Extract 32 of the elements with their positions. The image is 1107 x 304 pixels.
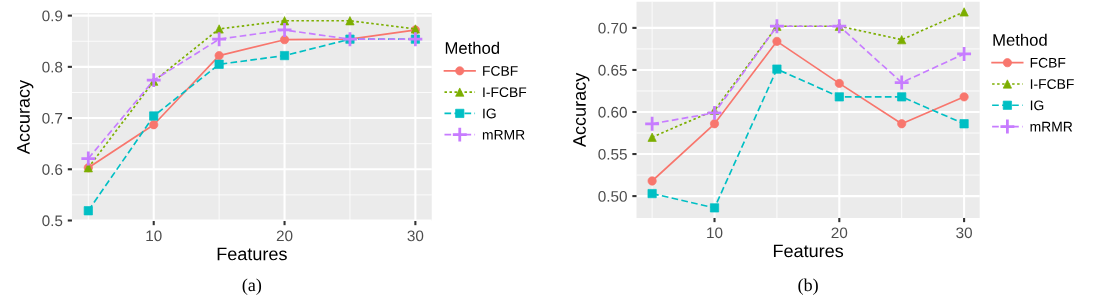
legend-label: IG: [1030, 100, 1044, 111]
legend-title: Method: [993, 33, 1047, 46]
legend-label: I-FCBF: [1030, 79, 1074, 89]
y-tick-label: 0.7: [42, 112, 63, 124]
legend-label: FCBF: [1030, 57, 1066, 68]
y-tick-label: 0.8: [42, 61, 63, 73]
legend-label: IG: [483, 108, 496, 119]
x-tick-label: 20: [276, 230, 293, 242]
y-tick-label: 0.70: [598, 22, 627, 34]
legend-title: Method: [445, 41, 499, 54]
legend-label: mRMR: [482, 129, 525, 140]
x-axis-title: Features: [217, 247, 287, 261]
text: (b): [798, 278, 818, 295]
y-tick-label: 0.50: [598, 190, 627, 202]
y-tick-label: 0.60: [598, 106, 627, 118]
legend-label: mRMR: [1030, 121, 1073, 132]
x-tick-label: 30: [407, 230, 424, 242]
text: (a): [242, 278, 262, 295]
legend-label: I-FCBF: [483, 87, 527, 98]
y-axis-title: Accuracy: [17, 79, 34, 155]
y-tick-label: 0.65: [598, 64, 627, 76]
y-tick-label: 0.5: [42, 215, 63, 227]
y-tick-label: 0.6: [42, 164, 63, 175]
y-tick-label: 0.55: [598, 148, 627, 160]
x-tick-label: 20: [831, 227, 848, 239]
x-axis-title: Features: [773, 244, 844, 258]
legend-label: FCBF: [483, 66, 518, 76]
x-tick-label: 10: [707, 227, 723, 239]
y-tick-label: 0.9: [42, 10, 63, 22]
x-tick-label: 10: [146, 230, 162, 242]
y-axis-title: Accuracy: [573, 72, 590, 147]
x-tick-label: 30: [956, 227, 972, 239]
